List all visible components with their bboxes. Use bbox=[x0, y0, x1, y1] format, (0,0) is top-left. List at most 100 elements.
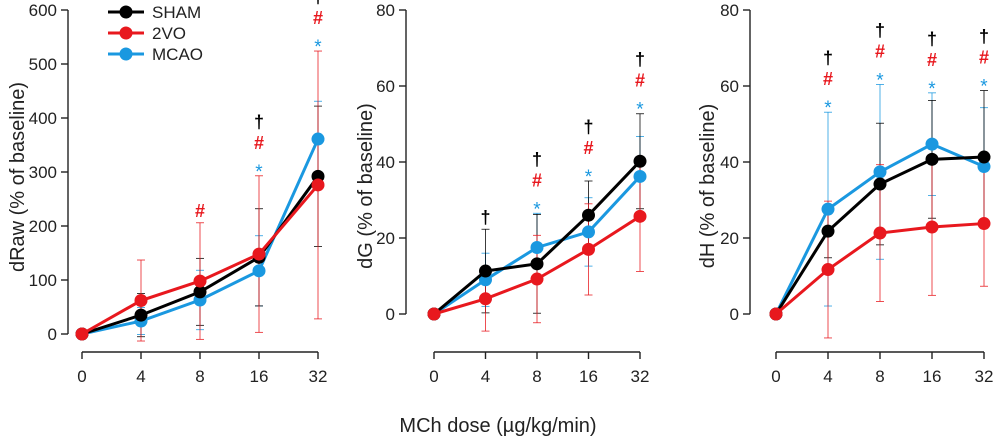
y-tick-label: 600 bbox=[29, 1, 57, 20]
data-point-mcao bbox=[582, 225, 595, 239]
x-tick-label: 0 bbox=[77, 367, 86, 386]
significance-mark: † bbox=[583, 117, 593, 137]
data-point-sham bbox=[530, 257, 544, 271]
significance-mark: * bbox=[928, 79, 936, 100]
data-point-mcao bbox=[925, 137, 939, 151]
data-point-2vo bbox=[925, 220, 939, 234]
data-point-2vo bbox=[977, 217, 991, 231]
y-axis-label: dG (% of baseline) bbox=[355, 103, 377, 269]
significance-mark: * bbox=[314, 37, 322, 58]
data-point-sham bbox=[633, 154, 647, 168]
x-tick-label: 8 bbox=[532, 367, 541, 386]
data-point-sham bbox=[582, 208, 595, 222]
data-point-mcao bbox=[633, 169, 647, 183]
y-tick-label: 100 bbox=[29, 271, 57, 290]
legend: SHAM 2VO MCAO bbox=[108, 3, 203, 64]
chart-panel-1: 0 100 200 300 400 500 600 0 4 8 16 32 dRaw (% of bas… bbox=[7, 0, 327, 386]
data-point-2vo bbox=[193, 274, 207, 288]
significance-mark: * bbox=[636, 100, 644, 121]
data-point-2vo bbox=[633, 209, 647, 223]
y-tick-label: 300 bbox=[29, 163, 57, 182]
significance-mark: * bbox=[533, 199, 541, 220]
significance-mark: * bbox=[824, 98, 832, 119]
y-axis-label: dRaw (% of baseline) bbox=[7, 82, 29, 272]
x-tick-label: 32 bbox=[309, 367, 328, 386]
significance-mark: † bbox=[313, 0, 323, 7]
significance-mark: # bbox=[927, 50, 937, 70]
significance-mark: † bbox=[927, 29, 937, 49]
y-tick-label: 0 bbox=[386, 305, 395, 324]
x-tick-label: 32 bbox=[631, 367, 650, 386]
y-tick-label: 20 bbox=[720, 229, 739, 248]
x-tick-label: 0 bbox=[771, 367, 780, 386]
y-tick-label: 60 bbox=[376, 77, 395, 96]
y-tick-label: 80 bbox=[720, 1, 739, 20]
data-point-sham bbox=[134, 308, 148, 322]
significance-mark: # bbox=[979, 48, 989, 68]
data-point-2vo bbox=[769, 307, 783, 321]
y-tick-label: 200 bbox=[29, 217, 57, 236]
data-point-mcao bbox=[821, 202, 835, 216]
y-tick-label: 400 bbox=[29, 109, 57, 128]
significance-mark: † bbox=[875, 20, 885, 40]
data-point-2vo bbox=[479, 292, 492, 306]
data-point-sham bbox=[821, 224, 835, 238]
x-tick-label: 0 bbox=[429, 367, 438, 386]
significance-mark: # bbox=[254, 133, 264, 153]
data-point-2vo bbox=[873, 226, 887, 240]
y-tick-label: 500 bbox=[29, 55, 57, 74]
significance-mark: † bbox=[480, 207, 490, 227]
data-point-2vo bbox=[75, 327, 89, 341]
significance-mark: # bbox=[532, 170, 542, 190]
data-point-mcao bbox=[252, 264, 266, 278]
significance-mark: † bbox=[979, 27, 989, 47]
data-point-mcao bbox=[311, 132, 325, 146]
significance-mark: # bbox=[313, 8, 323, 28]
data-point-mcao bbox=[530, 241, 544, 254]
data-point-2vo bbox=[311, 178, 325, 192]
data-point-sham bbox=[479, 264, 492, 278]
significance-mark: * bbox=[876, 70, 884, 91]
significance-mark: # bbox=[195, 201, 205, 221]
x-tick-label: 8 bbox=[195, 367, 204, 386]
data-point-sham bbox=[193, 285, 207, 299]
x-axis-label: MCh dose (µg/kg/min) bbox=[399, 415, 596, 437]
data-point-2vo bbox=[134, 294, 148, 308]
significance-mark: † bbox=[823, 48, 833, 68]
data-point-mcao bbox=[873, 165, 887, 179]
data-point-sham bbox=[873, 177, 887, 191]
significance-mark: * bbox=[980, 77, 988, 98]
y-tick-label: 0 bbox=[730, 305, 739, 324]
y-tick-label: 20 bbox=[376, 229, 395, 248]
data-point-2vo bbox=[582, 242, 595, 256]
significance-mark: # bbox=[875, 41, 885, 61]
data-point-2vo bbox=[530, 272, 544, 286]
x-tick-label: 8 bbox=[875, 367, 884, 386]
significance-mark: # bbox=[823, 69, 833, 89]
y-tick-label: 40 bbox=[376, 153, 395, 172]
x-tick-label: 4 bbox=[136, 367, 145, 386]
significance-mark: † bbox=[635, 50, 645, 70]
x-tick-label: 4 bbox=[481, 367, 490, 386]
legend-swatch-marker bbox=[119, 26, 133, 40]
y-tick-label: 80 bbox=[376, 1, 395, 20]
data-point-sham bbox=[925, 152, 939, 166]
legend-label: MCAO bbox=[152, 45, 203, 64]
x-tick-label: 32 bbox=[975, 367, 994, 386]
significance-mark: # bbox=[583, 138, 593, 158]
significance-mark: † bbox=[532, 149, 542, 169]
x-tick-label: 16 bbox=[250, 367, 269, 386]
significance-mark: * bbox=[255, 162, 263, 183]
y-tick-label: 40 bbox=[720, 153, 739, 172]
data-point-2vo bbox=[427, 307, 441, 321]
x-tick-label: 16 bbox=[923, 367, 942, 386]
legend-label: SHAM bbox=[152, 3, 201, 22]
significance-mark: # bbox=[635, 71, 645, 91]
data-point-sham bbox=[977, 150, 991, 164]
legend-swatch-marker bbox=[119, 47, 133, 61]
data-point-mcao bbox=[977, 160, 991, 174]
